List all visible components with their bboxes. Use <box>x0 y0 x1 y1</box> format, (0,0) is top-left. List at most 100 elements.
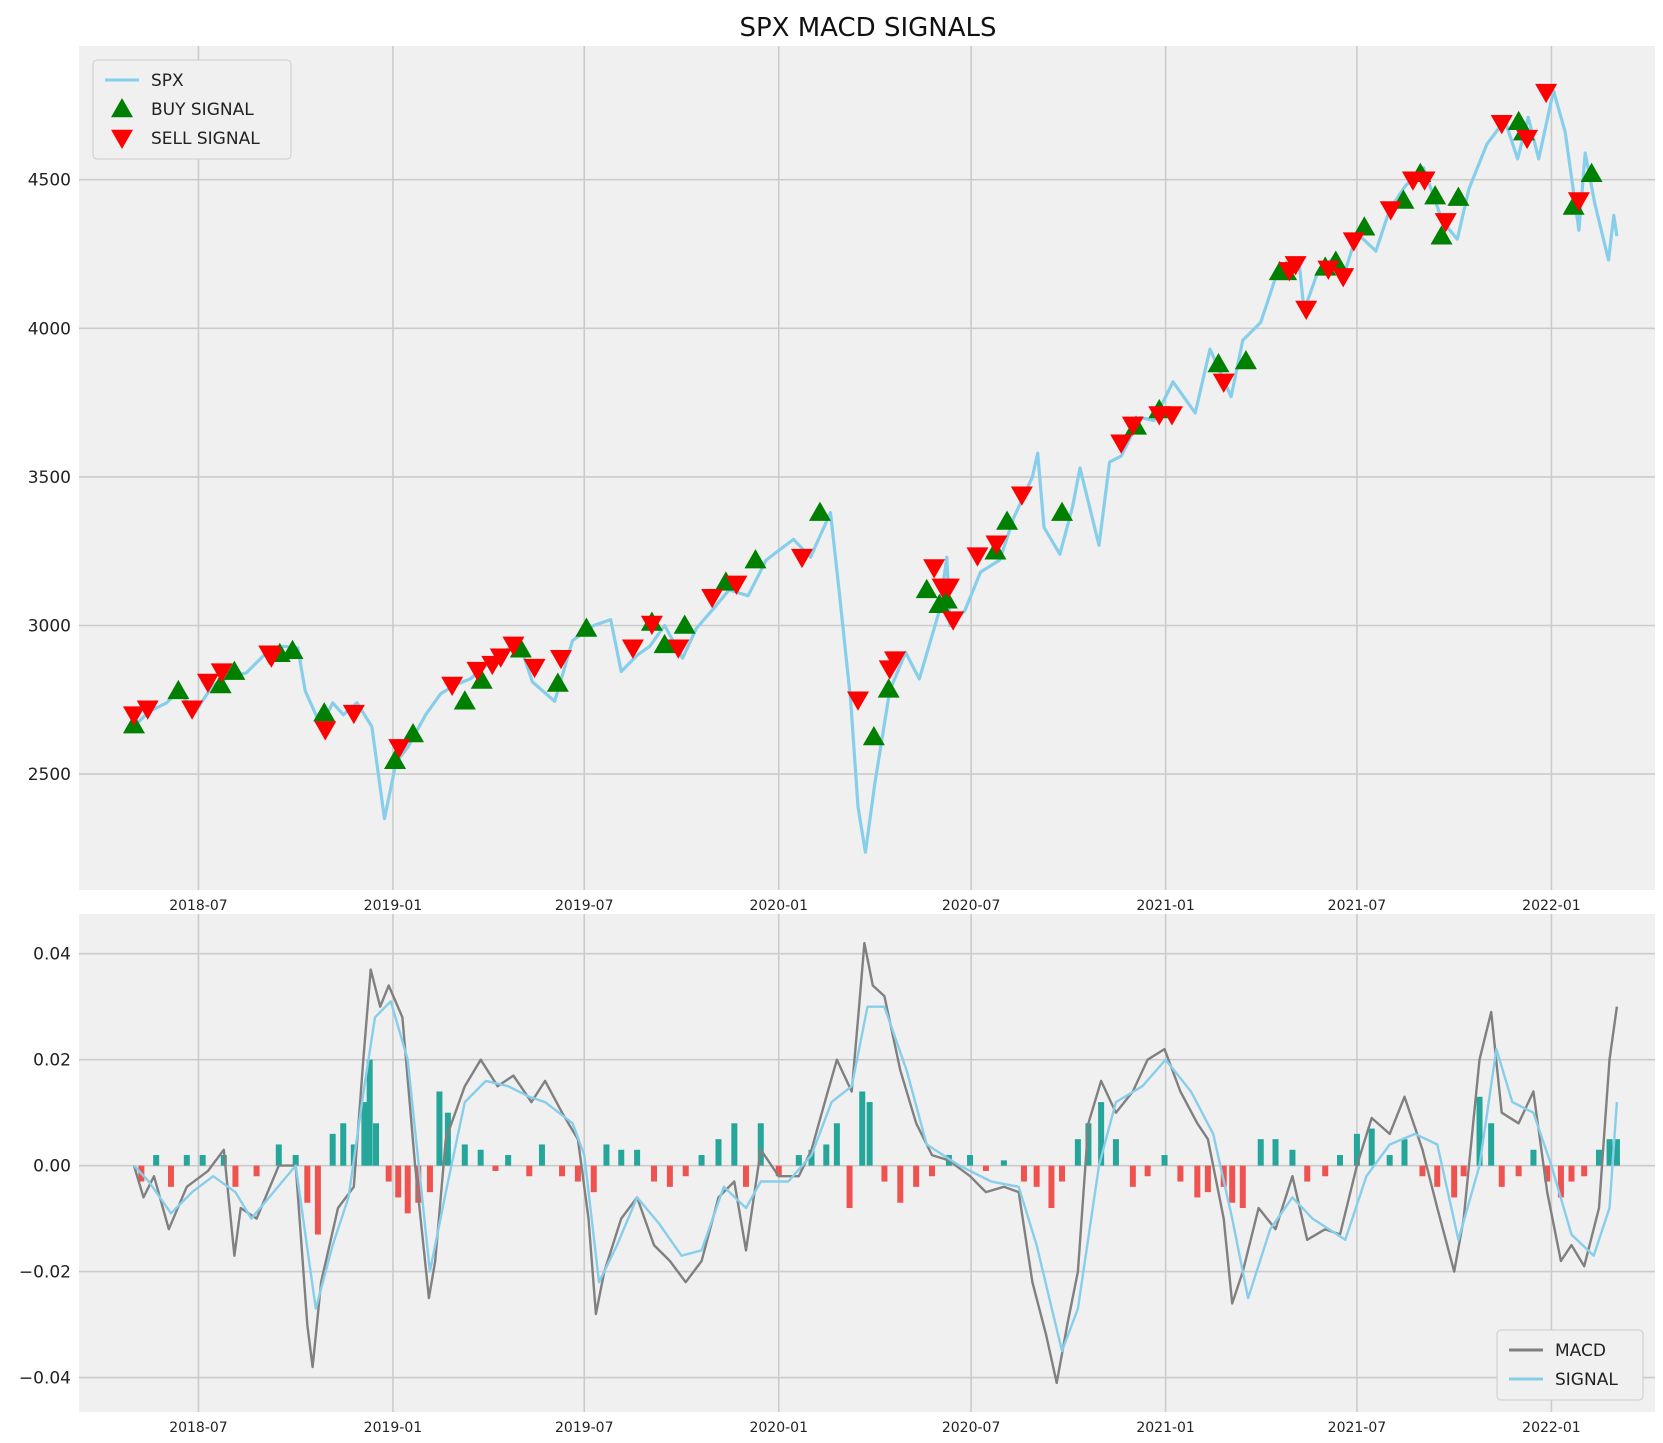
histogram-bar <box>757 1123 764 1166</box>
price-xtick-label: 2020-07 <box>942 898 1001 914</box>
price-ytick-label: 4000 <box>28 319 71 339</box>
buy-signal-marker <box>1051 501 1074 521</box>
macd-xtick-label: 2018-07 <box>169 1420 228 1436</box>
price-ytick-label: 3500 <box>28 468 71 488</box>
buy-signal-marker <box>915 578 938 599</box>
macd-ytick-label: 0.00 <box>33 1157 71 1177</box>
buy-signal-marker <box>1447 186 1470 206</box>
legend-swatch <box>111 129 133 149</box>
histogram-bar <box>1581 1165 1588 1177</box>
histogram-bar <box>1020 1165 1027 1182</box>
price-xtick-label: 2021-01 <box>1136 898 1195 914</box>
macd-ytick-label: 0.02 <box>33 1051 71 1071</box>
sell-signal-marker <box>966 547 989 567</box>
chart-title: SPX MACD SIGNALS <box>739 13 996 43</box>
histogram-bar <box>361 1102 368 1166</box>
sell-signal-marker <box>1121 416 1144 436</box>
price-plot-area <box>79 46 1655 890</box>
sell-signal-marker <box>1490 115 1513 135</box>
sell-signal-marker <box>640 615 663 636</box>
price-ytick-label: 2500 <box>28 765 71 785</box>
sell-signal-marker <box>942 611 965 631</box>
sell-signal-marker <box>701 589 724 609</box>
histogram-bar <box>1204 1165 1211 1193</box>
sell-signal-marker <box>847 691 870 711</box>
buy-signal-marker <box>935 589 958 609</box>
histogram-bar <box>373 1123 380 1166</box>
macd-xtick-label: 2021-01 <box>1136 1420 1195 1436</box>
buy-signal-marker <box>996 510 1019 530</box>
histogram-bar <box>1129 1165 1136 1187</box>
histogram-bar <box>275 1144 282 1166</box>
sell-signal-marker <box>181 700 204 720</box>
histogram-bar <box>929 1165 936 1177</box>
price-ytick-label: 4500 <box>28 171 71 191</box>
sell-signal-marker <box>1284 256 1307 276</box>
sell-signal-marker <box>502 636 525 656</box>
macd-xtick-label: 2022-01 <box>1522 1420 1581 1436</box>
price-xtick-label: 2020-01 <box>749 898 808 914</box>
legend-label: SIGNAL <box>1555 1370 1618 1390</box>
sell-signal-marker <box>122 706 145 726</box>
buy-signal-marker <box>546 672 569 692</box>
price-panel: 2500 3000 3500 4000 4500 2018-07 2019-01 2019-0… <box>28 46 1655 914</box>
histogram-bar <box>559 1165 566 1177</box>
histogram-bar <box>808 1149 815 1166</box>
sell-signal-marker <box>1010 486 1033 506</box>
legend-label: SPX <box>151 71 184 91</box>
histogram-bar <box>183 1155 190 1166</box>
macd-xtick-label: 2021-07 <box>1328 1420 1387 1436</box>
histogram-bar <box>666 1165 673 1187</box>
buy-signal-marker <box>453 690 476 710</box>
series-line-macd <box>132 941 1619 1385</box>
macd-xtick-label: 2019-01 <box>364 1420 423 1436</box>
histogram-bar <box>897 1165 904 1203</box>
sell-signal-marker <box>923 559 946 579</box>
sell-signal-marker <box>210 663 233 683</box>
sell-signal-marker <box>523 658 546 679</box>
buy-signal-marker <box>877 678 900 698</box>
sell-signal-marker <box>1295 300 1318 321</box>
histogram-bar <box>314 1165 321 1235</box>
legend-swatch <box>111 98 133 118</box>
series-line-spx <box>132 89 1619 854</box>
sell-signal-marker <box>1535 83 1558 104</box>
histogram-bar <box>1515 1165 1522 1177</box>
sell-signal-marker <box>1212 373 1235 393</box>
buy-signal-marker <box>862 725 885 746</box>
price-ytick-label: 3000 <box>28 617 71 637</box>
histogram-bar <box>1289 1149 1296 1166</box>
histogram-bar <box>304 1165 311 1203</box>
histogram-bar <box>1530 1149 1537 1166</box>
histogram-bar <box>1177 1165 1184 1182</box>
sell-signal-marker <box>260 648 283 668</box>
histogram-bar <box>1194 1165 1201 1198</box>
macd-legend-box <box>1496 1329 1644 1401</box>
macd-histogram <box>138 1059 1620 1235</box>
histogram-bar <box>329 1133 336 1166</box>
histogram-bar <box>444 1112 451 1166</box>
buy-signal-marker <box>209 673 232 694</box>
sell-signal-marker <box>1317 260 1340 280</box>
histogram-bar <box>1304 1165 1311 1182</box>
sell-signal-marker <box>441 676 464 696</box>
histogram-bar <box>1498 1165 1505 1187</box>
buy-signal-marker <box>223 660 246 680</box>
macd-ytick-label: −0.02 <box>19 1263 71 1283</box>
histogram-bar <box>775 1165 782 1177</box>
histogram-bar <box>1239 1165 1246 1209</box>
histogram-bar <box>1557 1165 1564 1198</box>
buy-signal-marker <box>653 633 676 654</box>
histogram-bar <box>1568 1165 1575 1182</box>
legend-label: SELL SIGNAL <box>151 129 260 149</box>
buy-signal-marker <box>1353 216 1376 236</box>
histogram-bar <box>1074 1139 1081 1166</box>
sell-signal-marker <box>790 548 813 569</box>
histogram-bar <box>1033 1165 1040 1187</box>
histogram-bar <box>292 1155 299 1166</box>
histogram-bar <box>1419 1165 1426 1177</box>
histogram-bar <box>590 1165 597 1193</box>
macd-xtick-label: 2019-07 <box>555 1420 614 1436</box>
buy-signal-marker <box>509 638 532 658</box>
buy-signal-marker <box>808 501 831 521</box>
